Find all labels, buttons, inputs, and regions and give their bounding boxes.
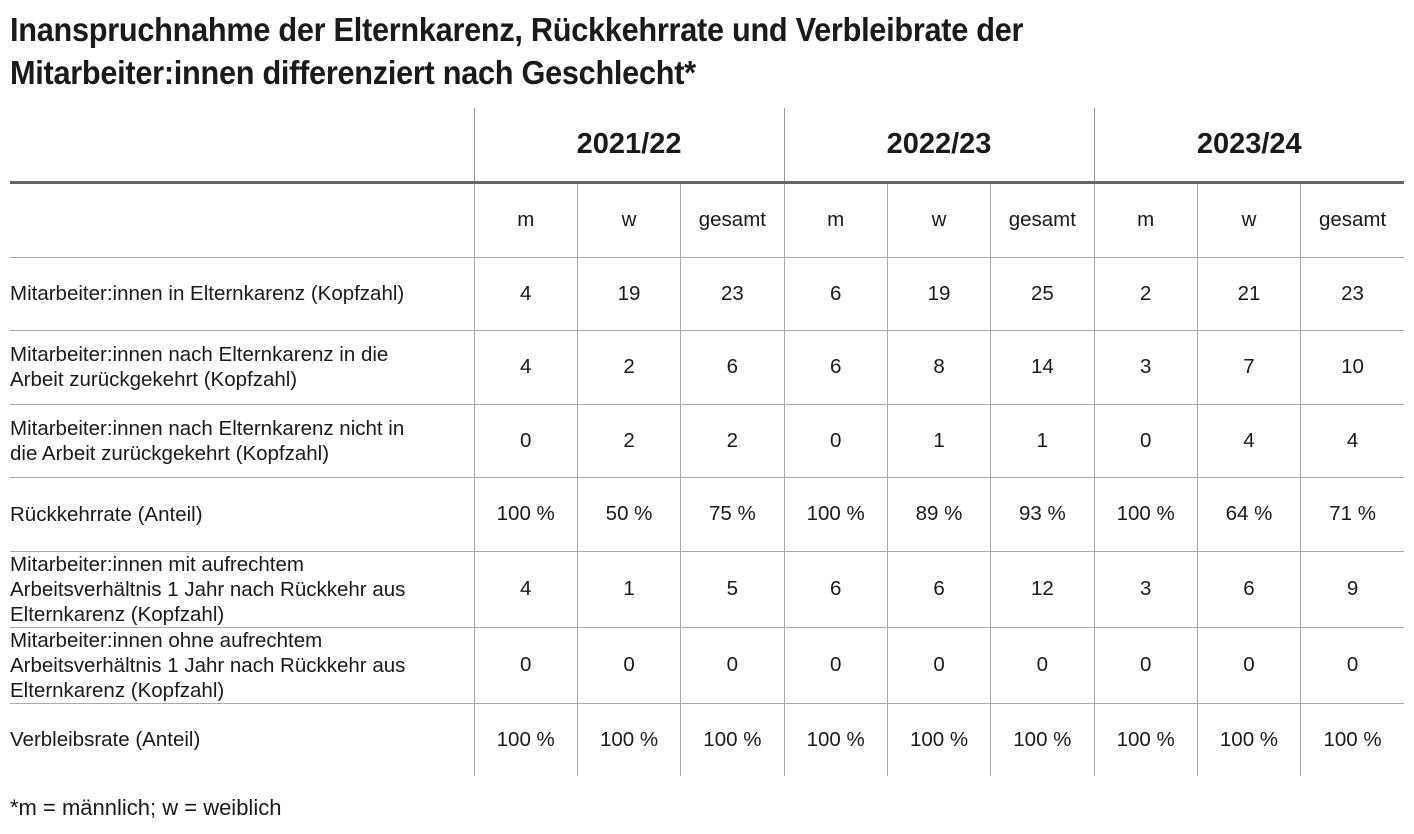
year-header: 2022/23 (783, 108, 1095, 184)
value-cell: 0 (576, 627, 681, 704)
value-cell: 6 (680, 330, 785, 405)
value-cell: 6 (886, 551, 991, 628)
value-cell: 100 % (680, 703, 785, 776)
value-cell: 4 (473, 551, 578, 628)
value-cell: 0 (990, 627, 1095, 704)
value-cell: 2 (576, 330, 681, 405)
value-cell: 64 % (1196, 477, 1301, 552)
footnote: *m = männlich; w = weiblich (10, 795, 282, 820)
table-row: Mitarbeiter:innen nach Elternkarenz in d… (10, 330, 1404, 405)
value-cell: 71 % (1300, 477, 1404, 552)
value-cell: 0 (473, 627, 578, 704)
row-label: Mitarbeiter:innen nach Elternkarenz in d… (10, 330, 475, 405)
value-cell: 4 (1196, 404, 1301, 478)
subheader-cell: gesamt (990, 182, 1095, 258)
value-cell: 5 (680, 551, 785, 628)
value-cell: 1 (990, 404, 1095, 478)
value-cell: 23 (1300, 257, 1404, 331)
value-cell: 3 (1093, 551, 1198, 628)
year-header: 2021/22 (473, 108, 785, 184)
page-title: Inanspruchnahme der Elternkarenz, Rückke… (10, 11, 1024, 91)
value-cell: 100 % (1196, 703, 1301, 776)
value-cell: 2 (576, 404, 681, 478)
subheader-cell: m (783, 182, 888, 258)
value-cell: 9 (1300, 551, 1404, 628)
value-cell: 7 (1196, 330, 1301, 405)
value-cell: 0 (886, 627, 991, 704)
value-cell: 2 (680, 404, 785, 478)
value-cell: 75 % (680, 477, 785, 552)
value-cell: 0 (1196, 627, 1301, 704)
value-cell: 2 (1093, 257, 1198, 331)
value-cell: 23 (680, 257, 785, 331)
row-label: Mitarbeiter:innen in Elternkarenz (Kopfz… (10, 257, 475, 331)
value-cell: 100 % (783, 477, 888, 552)
row-label: Mitarbeiter:innen ohne aufrechtem Arbeit… (10, 627, 475, 704)
value-cell: 1 (576, 551, 681, 628)
value-cell: 100 % (473, 703, 578, 776)
subheader-cell: w (1196, 182, 1301, 258)
value-cell: 6 (783, 330, 888, 405)
value-cell: 0 (1093, 627, 1198, 704)
value-cell: 100 % (576, 703, 681, 776)
value-cell: 100 % (990, 703, 1095, 776)
value-cell: 100 % (473, 477, 578, 552)
header-blank (10, 108, 475, 184)
data-table: 2021/22 2022/23 2023/24 m w gesamt m w gesamt… (10, 108, 1404, 776)
value-cell: 0 (680, 627, 785, 704)
subheader-row: m w gesamt m w gesamt m w gesamt (10, 182, 1404, 258)
year-header: 2023/24 (1093, 108, 1404, 184)
value-cell: 100 % (1093, 703, 1198, 776)
value-cell: 8 (886, 330, 991, 405)
value-cell: 0 (473, 404, 578, 478)
value-cell: 4 (473, 257, 578, 331)
value-cell: 89 % (886, 477, 991, 552)
value-cell: 4 (473, 330, 578, 405)
value-cell: 12 (990, 551, 1095, 628)
row-label: Mitarbeiter:innen mit aufrechtem Arbeits… (10, 551, 475, 628)
table-row: Mitarbeiter:innen ohne aufrechtem Arbeit… (10, 627, 1404, 704)
value-cell: 100 % (1093, 477, 1198, 552)
row-label: Verbleibsrate (Anteil) (10, 728, 201, 752)
value-cell: 100 % (1300, 703, 1404, 776)
row-label: Mitarbeiter:innen nach Elternkarenz nich… (10, 404, 475, 478)
table-row: Rückkehrrate (Anteil) 100 % 50 % 75 % 100 % 8… (10, 477, 1404, 552)
subheader-cell: w (886, 182, 991, 258)
value-cell: 1 (886, 404, 991, 478)
value-cell: 19 (886, 257, 991, 331)
value-cell: 19 (576, 257, 681, 331)
value-cell: 6 (783, 551, 888, 628)
value-cell: 93 % (990, 477, 1095, 552)
value-cell: 21 (1196, 257, 1301, 331)
table-row: Mitarbeiter:innen in Elternkarenz (Kopfz… (10, 257, 1404, 331)
value-cell: 25 (990, 257, 1095, 331)
row-label: Rückkehrrate (Anteil) (10, 477, 475, 552)
value-cell: 100 % (783, 703, 888, 776)
table-row: Verbleibsrate (Anteil) 100 % 100 % 100 % 100… (10, 703, 1404, 776)
year-header-row: 2021/22 2022/23 2023/24 (10, 108, 1404, 184)
table-row: Mitarbeiter:innen nach Elternkarenz nich… (10, 404, 1404, 478)
table-row: Mitarbeiter:innen mit aufrechtem Arbeits… (10, 551, 1404, 628)
subheader-cell: m (1093, 182, 1198, 258)
value-cell: 50 % (576, 477, 681, 552)
value-cell: 0 (1300, 627, 1404, 704)
value-cell: 6 (1196, 551, 1301, 628)
value-cell: 3 (1093, 330, 1198, 405)
value-cell: 10 (1300, 330, 1404, 405)
subheader-cell: gesamt (680, 182, 785, 258)
value-cell: 6 (783, 257, 888, 331)
subheader-cell: m (473, 182, 578, 258)
value-cell: 0 (1093, 404, 1198, 478)
value-cell: 0 (783, 627, 888, 704)
value-cell: 100 % (886, 703, 991, 776)
subheader-cell: w (576, 182, 681, 258)
value-cell: 0 (783, 404, 888, 478)
value-cell: 14 (990, 330, 1095, 405)
value-cell: 4 (1300, 404, 1404, 478)
subheader-cell: gesamt (1300, 182, 1404, 258)
subheader-blank (10, 182, 475, 258)
